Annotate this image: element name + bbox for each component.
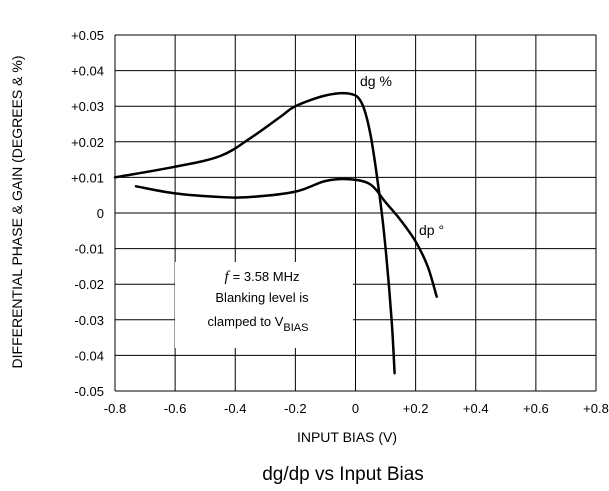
x-tick-label: +0.8 [583, 401, 609, 416]
x-tick-label: -0.6 [164, 401, 186, 416]
y-tick-label: +0.04 [71, 64, 104, 79]
y-tick-label: +0.05 [71, 28, 104, 43]
x-axis-title: INPUT BIAS (V) [297, 429, 397, 445]
series-lines [113, 91, 438, 375]
annotation-box: f = 3.58 MHz Blanking level is clamped to… [175, 262, 353, 348]
series-label-dg: dg % [360, 73, 392, 89]
x-tick-label: +0.4 [463, 401, 489, 416]
plot-grid [114, 34, 597, 392]
annotation-line-2: Blanking level is [215, 290, 309, 305]
y-tick-label: +0.02 [71, 135, 104, 150]
y-axis-title: DIFFERENTIAL PHASE & GAIN (DEGREES & %) [9, 56, 25, 369]
annotation-line-1: f = 3.58 MHz [224, 269, 299, 285]
annotation-background [175, 262, 353, 348]
y-tick-label: -0.02 [74, 277, 104, 292]
y-tick-labels: +0.05 +0.04 +0.03 +0.02 +0.01 0 -0.01 -0.02 -0.0… [71, 28, 104, 399]
y-tick-label: -0.04 [74, 348, 104, 363]
y-tick-label: +0.01 [71, 170, 104, 185]
x-tick-label: 0 [352, 401, 359, 416]
x-tick-label: -0.8 [104, 401, 126, 416]
series-line-dp [134, 177, 438, 298]
annotation-line-3: clamped to VBIAS [208, 314, 309, 334]
y-tick-label: -0.03 [74, 313, 104, 328]
x-tick-label: +0.2 [403, 401, 429, 416]
chart-caption: dg/dp vs Input Bias [262, 464, 424, 485]
x-tick-label: -0.4 [224, 401, 246, 416]
x-tick-label: -0.2 [284, 401, 306, 416]
x-tick-label: +0.6 [523, 401, 549, 416]
y-tick-label: -0.05 [74, 384, 104, 399]
x-tick-labels: -0.8 -0.6 -0.4 -0.2 0 +0.2 +0.4 +0.6 +0.8 [104, 401, 609, 416]
series-label-dp: dp ° [419, 222, 444, 238]
series-line-dg [113, 91, 396, 375]
y-tick-label: +0.03 [71, 99, 104, 114]
y-tick-label: 0 [97, 206, 104, 221]
y-tick-label: -0.01 [74, 242, 104, 257]
